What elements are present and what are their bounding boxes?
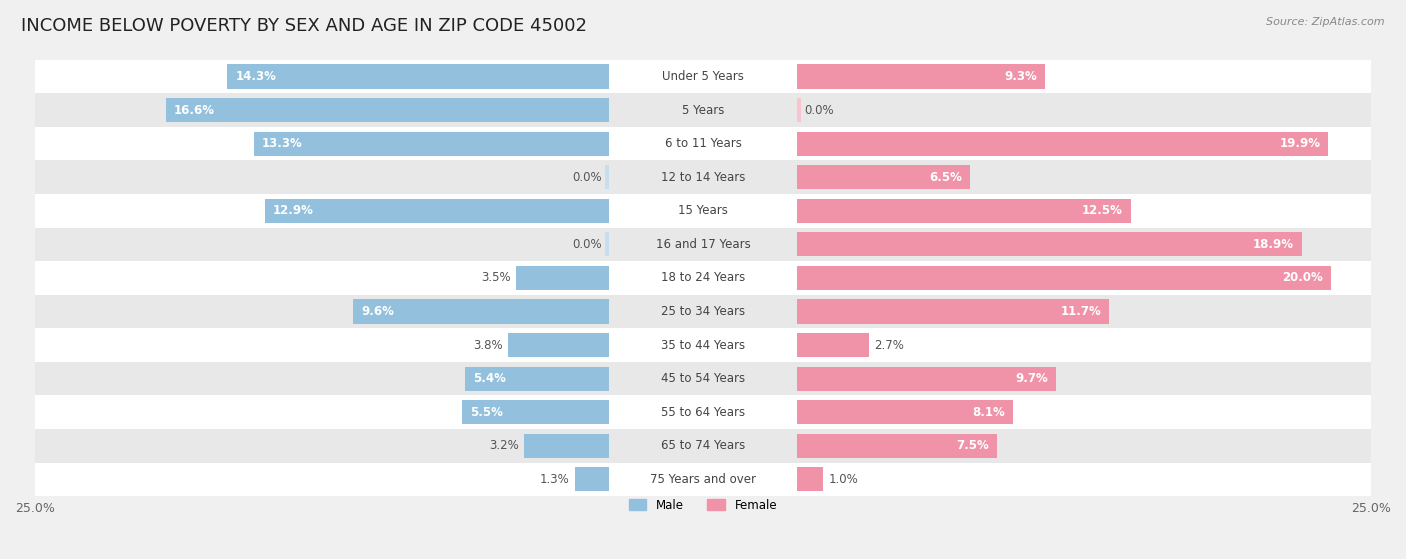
Text: 55 to 64 Years: 55 to 64 Years xyxy=(661,406,745,419)
Bar xyxy=(353,300,609,324)
Text: 75 Years and over: 75 Years and over xyxy=(650,473,756,486)
Text: 18 to 24 Years: 18 to 24 Years xyxy=(661,272,745,285)
Text: 9.3%: 9.3% xyxy=(1004,70,1038,83)
Bar xyxy=(575,467,609,491)
Text: 14.3%: 14.3% xyxy=(235,70,276,83)
Text: 0.0%: 0.0% xyxy=(572,238,602,251)
Text: 65 to 74 Years: 65 to 74 Years xyxy=(661,439,745,452)
Text: 0.0%: 0.0% xyxy=(804,103,834,117)
Bar xyxy=(797,98,800,122)
Bar xyxy=(797,367,1056,391)
Bar xyxy=(516,266,609,290)
Text: 9.7%: 9.7% xyxy=(1015,372,1047,385)
Bar xyxy=(35,328,1371,362)
Bar xyxy=(797,333,869,357)
Text: 3.8%: 3.8% xyxy=(472,339,502,352)
Text: 13.3%: 13.3% xyxy=(262,137,302,150)
Text: 16.6%: 16.6% xyxy=(174,103,215,117)
Bar xyxy=(606,165,609,190)
Text: 20.0%: 20.0% xyxy=(1282,272,1323,285)
Text: 18.9%: 18.9% xyxy=(1253,238,1294,251)
Bar xyxy=(797,266,1331,290)
Text: 12.9%: 12.9% xyxy=(273,204,314,217)
Bar xyxy=(35,160,1371,194)
Text: 11.7%: 11.7% xyxy=(1060,305,1101,318)
Text: 5.4%: 5.4% xyxy=(474,372,506,385)
Text: INCOME BELOW POVERTY BY SEX AND AGE IN ZIP CODE 45002: INCOME BELOW POVERTY BY SEX AND AGE IN Z… xyxy=(21,17,588,35)
Text: 9.6%: 9.6% xyxy=(361,305,394,318)
Bar xyxy=(524,434,609,458)
Text: 12.5%: 12.5% xyxy=(1081,204,1122,217)
Bar xyxy=(35,127,1371,160)
Text: 6 to 11 Years: 6 to 11 Years xyxy=(665,137,741,150)
Bar xyxy=(35,228,1371,261)
Bar xyxy=(35,60,1371,93)
Bar xyxy=(797,131,1329,156)
Bar xyxy=(797,64,1045,88)
Bar xyxy=(35,93,1371,127)
Text: 45 to 54 Years: 45 to 54 Years xyxy=(661,372,745,385)
Text: 19.9%: 19.9% xyxy=(1279,137,1320,150)
Bar xyxy=(254,131,609,156)
Bar xyxy=(797,300,1109,324)
Text: Under 5 Years: Under 5 Years xyxy=(662,70,744,83)
Legend: Male, Female: Male, Female xyxy=(624,494,782,517)
Text: 15 Years: 15 Years xyxy=(678,204,728,217)
Text: 6.5%: 6.5% xyxy=(929,170,962,184)
Bar xyxy=(35,295,1371,328)
Text: 1.3%: 1.3% xyxy=(540,473,569,486)
Text: Source: ZipAtlas.com: Source: ZipAtlas.com xyxy=(1267,17,1385,27)
Bar xyxy=(797,434,997,458)
Bar xyxy=(797,233,1302,257)
Bar xyxy=(264,198,609,223)
Text: 3.2%: 3.2% xyxy=(489,439,519,452)
Text: 2.7%: 2.7% xyxy=(875,339,904,352)
Bar xyxy=(465,367,609,391)
Bar xyxy=(35,395,1371,429)
Text: 8.1%: 8.1% xyxy=(972,406,1005,419)
Bar xyxy=(508,333,609,357)
Bar xyxy=(797,198,1130,223)
Text: 16 and 17 Years: 16 and 17 Years xyxy=(655,238,751,251)
Bar xyxy=(606,233,609,257)
Text: 0.0%: 0.0% xyxy=(572,170,602,184)
Text: 5 Years: 5 Years xyxy=(682,103,724,117)
Bar xyxy=(797,400,1012,424)
Text: 25 to 34 Years: 25 to 34 Years xyxy=(661,305,745,318)
Bar xyxy=(463,400,609,424)
Bar xyxy=(35,462,1371,496)
Bar xyxy=(228,64,609,88)
Text: 3.5%: 3.5% xyxy=(481,272,510,285)
Text: 35 to 44 Years: 35 to 44 Years xyxy=(661,339,745,352)
Text: 1.0%: 1.0% xyxy=(828,473,858,486)
Bar xyxy=(166,98,609,122)
Bar xyxy=(35,261,1371,295)
Text: 7.5%: 7.5% xyxy=(956,439,988,452)
Text: 5.5%: 5.5% xyxy=(471,406,503,419)
Bar xyxy=(797,467,824,491)
Bar xyxy=(35,362,1371,395)
Bar xyxy=(35,194,1371,228)
Bar xyxy=(35,429,1371,462)
Bar xyxy=(797,165,970,190)
Text: 12 to 14 Years: 12 to 14 Years xyxy=(661,170,745,184)
